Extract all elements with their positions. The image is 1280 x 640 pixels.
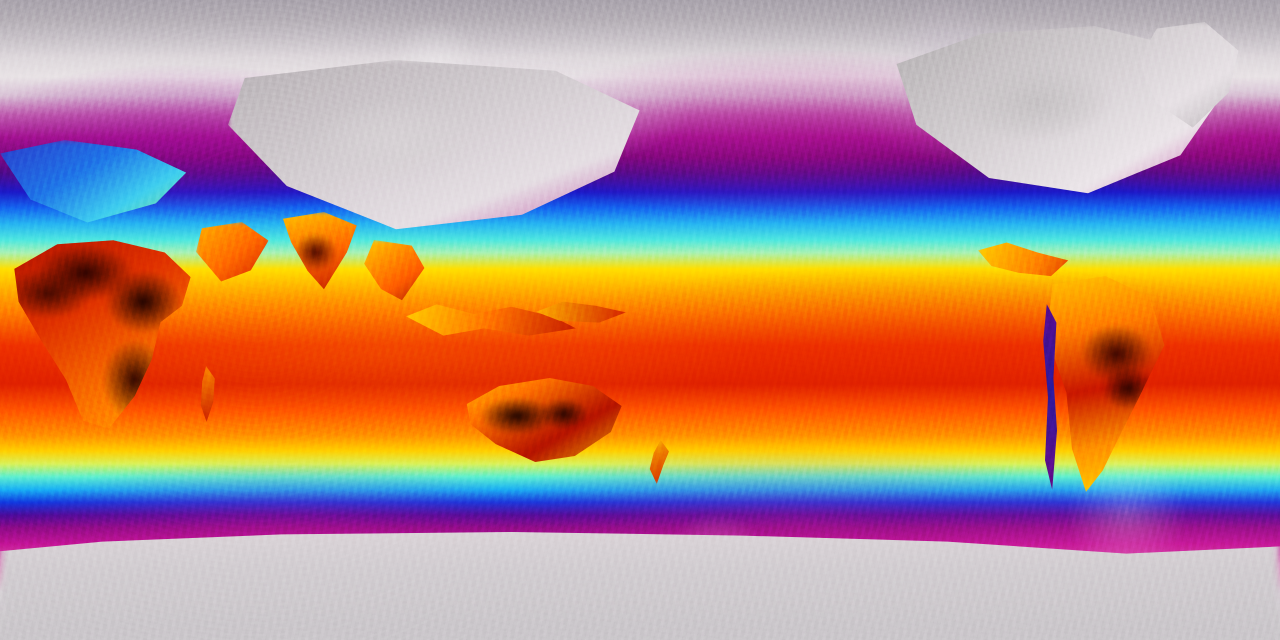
region-andes-mountains (1043, 304, 1057, 490)
region-antarctica (0, 532, 1280, 640)
